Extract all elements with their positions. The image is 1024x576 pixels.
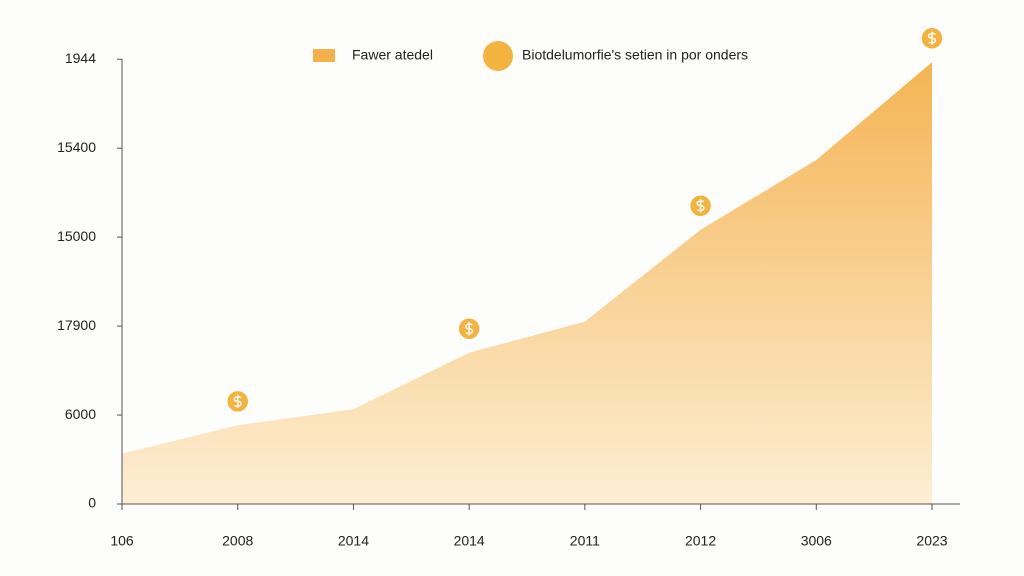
coin-symbol — [465, 322, 474, 336]
x-tick-label: 3006 — [801, 533, 832, 549]
y-tick-label: 0 — [88, 495, 96, 511]
y-tick-label: 15000 — [57, 228, 96, 244]
legend-label: Fawer atedel — [352, 47, 433, 63]
coin-symbol — [233, 394, 242, 409]
y-tick-label: 1944 — [65, 50, 96, 66]
legend-marker — [483, 41, 513, 71]
coin-symbol — [696, 199, 705, 213]
legend-label: Biotdelumorfie's setien in por onders — [522, 47, 748, 63]
y-tick-label: 6000 — [65, 406, 96, 422]
y-tick-label: 17900 — [57, 317, 96, 333]
area — [122, 62, 932, 504]
x-tick-label: 2014 — [454, 533, 485, 549]
x-tick-label: 2023 — [916, 533, 947, 549]
x-tick-label: 2014 — [338, 533, 369, 549]
x-tick-label: 2011 — [570, 533, 600, 549]
x-tick-label: 2012 — [685, 533, 716, 549]
x-tick-label: 106 — [110, 533, 134, 549]
x-tick-label: 2008 — [222, 533, 253, 549]
legend-swatch — [313, 49, 335, 62]
coin-symbol — [927, 31, 937, 45]
y-tick-label: 15400 — [57, 139, 96, 155]
